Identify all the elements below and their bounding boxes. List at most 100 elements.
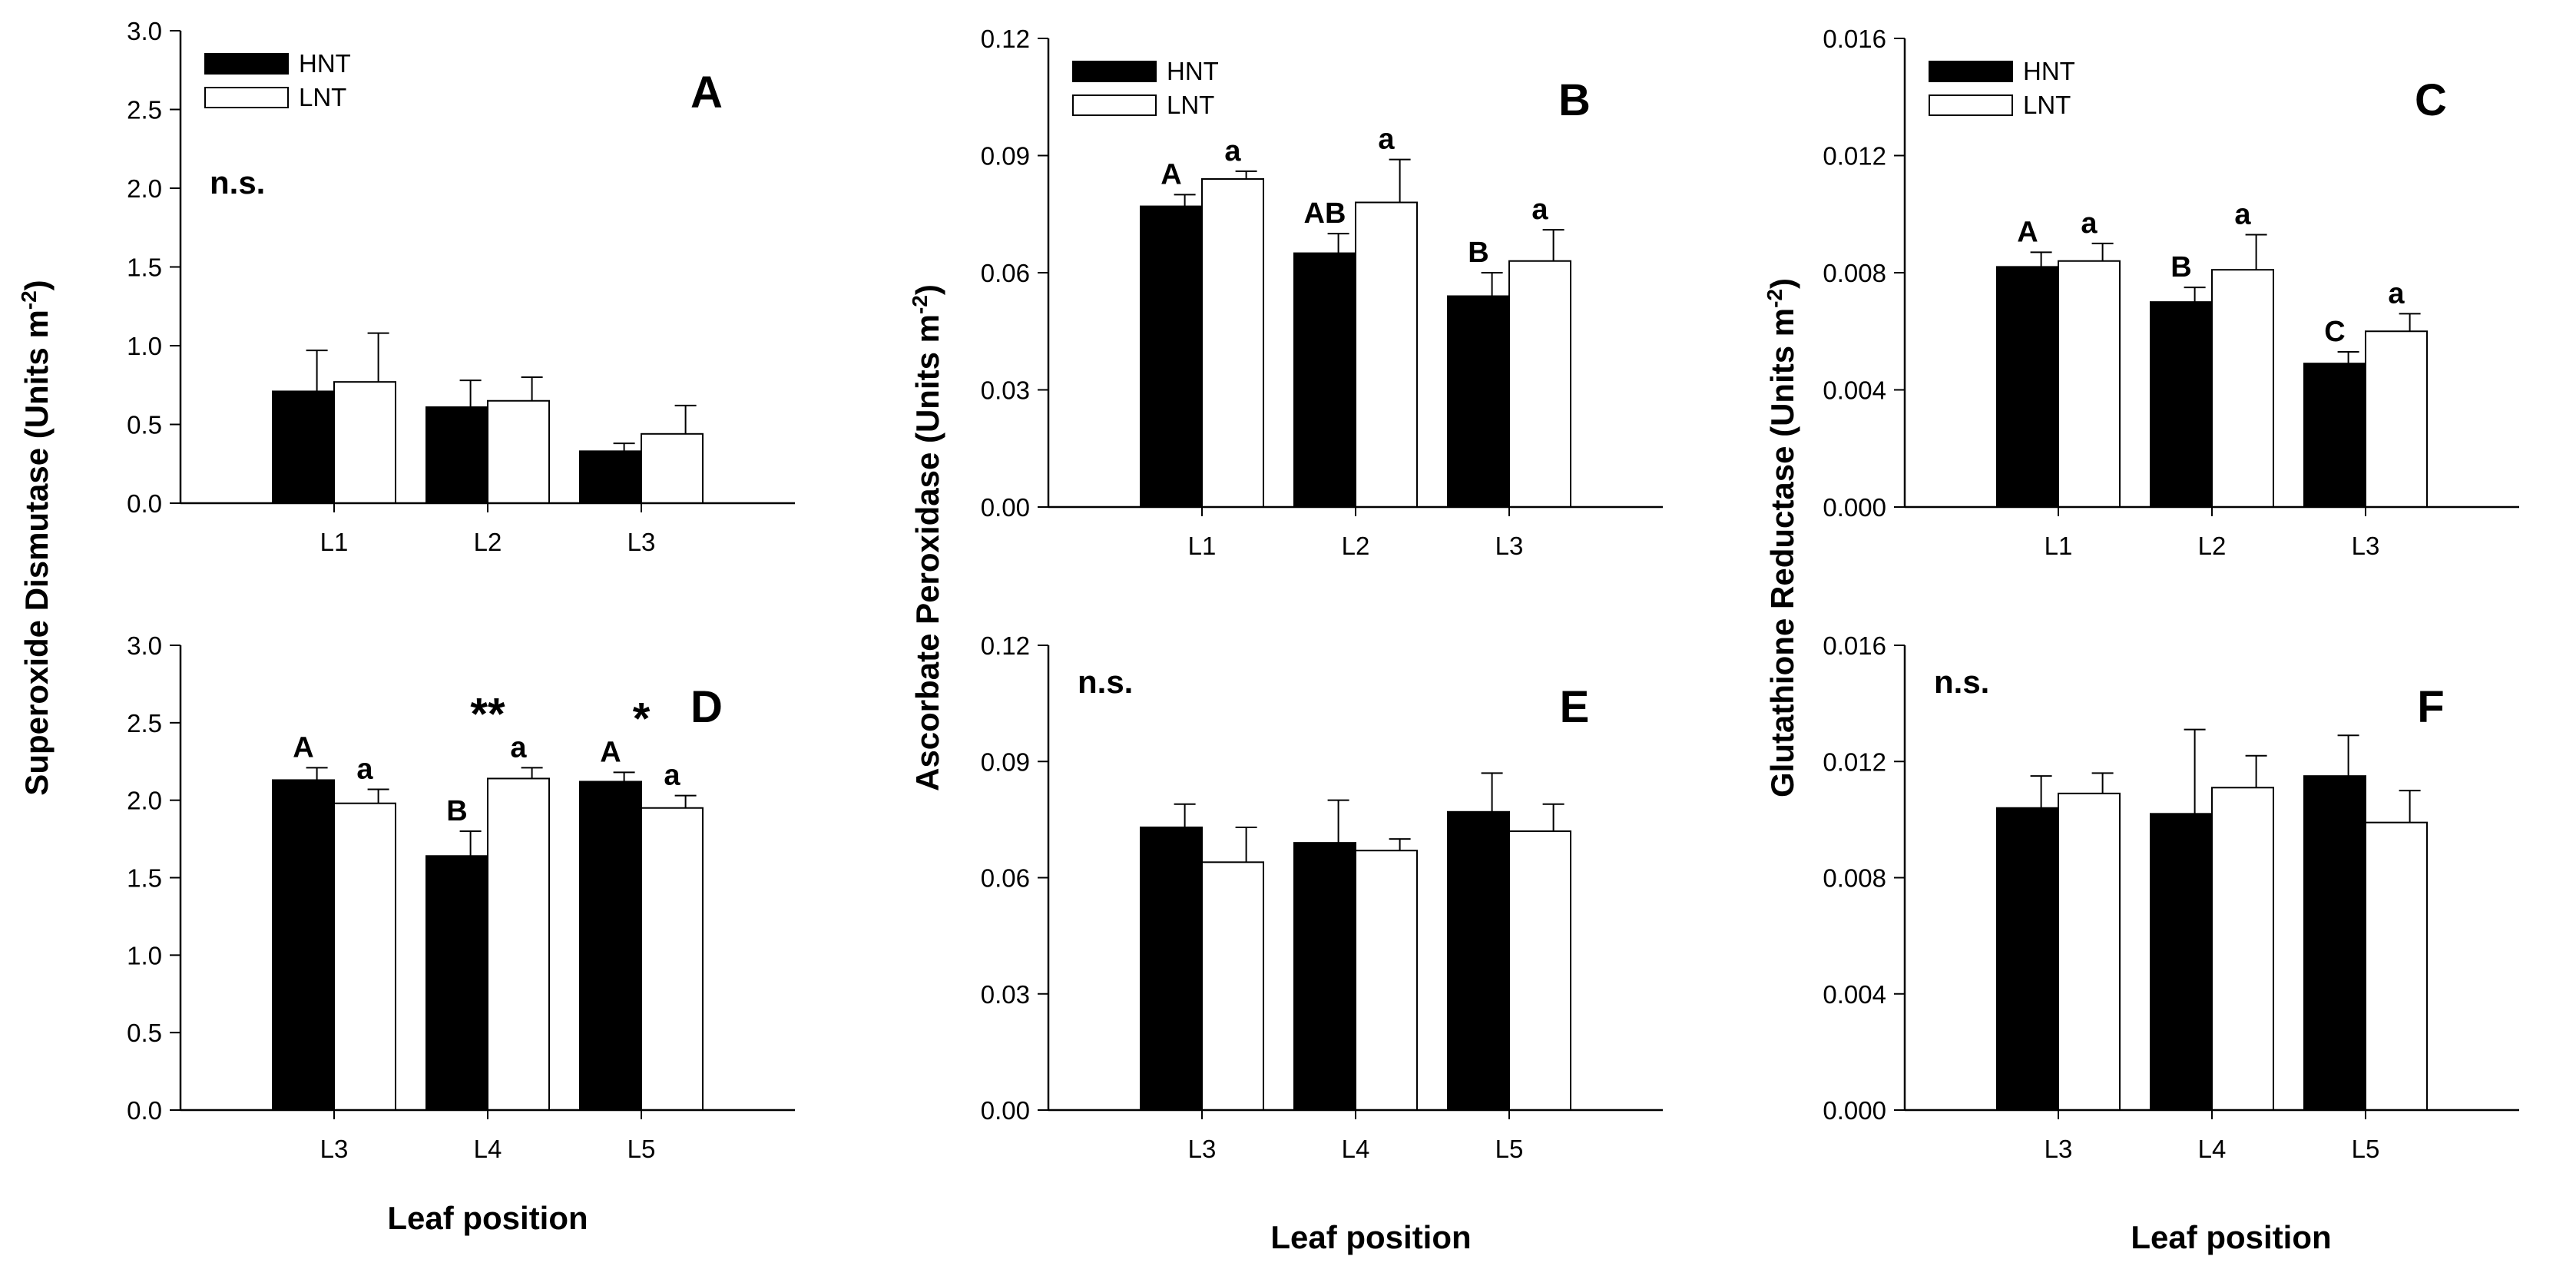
bar-lnt-l3 <box>2058 792 2121 1111</box>
x-tick-label-l5: L5 <box>627 1135 656 1163</box>
y-tick-label: 0.12 <box>981 631 1030 660</box>
bar-lnt-l4 <box>1355 850 1418 1112</box>
significance-label-hnt-l2: B <box>2170 251 2191 283</box>
legend-swatch-lnt <box>1929 94 2013 116</box>
bar-lnt-l2 <box>1355 201 1418 508</box>
panel-letter-a: A <box>690 68 723 118</box>
bar-lnt-l2 <box>2211 269 2274 508</box>
legend-label-lnt: LNT <box>2023 91 2071 119</box>
y-tick-label: 0.5 <box>127 411 162 439</box>
not-significant-note: n.s. <box>1078 664 1133 700</box>
significance-label-lnt-l1: a <box>1224 135 1241 167</box>
bar-lnt-l5 <box>641 807 704 1111</box>
x-tick-label-l3: L3 <box>627 528 656 556</box>
panel-b: Aa L1 AB a L2 Ba L3 0.00 0.03 0.06 0.09 0.12 B HNT LNT <box>981 25 1663 560</box>
x-tick-label-l3: L3 <box>1495 532 1524 560</box>
not-significant-note: n.s. <box>1934 664 1989 700</box>
significance-label-lnt-l3: a <box>356 754 373 786</box>
x-tick-label-l5: L5 <box>1495 1135 1524 1163</box>
y-tick-label: 0.09 <box>981 747 1030 776</box>
legend-swatch-lnt <box>204 87 289 108</box>
bar-lnt-l4 <box>2211 787 2274 1111</box>
y-tick-label: 0.012 <box>1823 747 1886 776</box>
significance-stars-l5: * <box>633 694 651 744</box>
x-tick-label-l3: L3 <box>2352 532 2380 560</box>
bar-lnt-l1 <box>1201 178 1264 508</box>
significance-label-lnt-l2: a <box>1378 124 1395 156</box>
y-tick-label: 1.0 <box>127 941 162 969</box>
bar-hnt-l3 <box>2303 363 2366 508</box>
significance-label-hnt-l3: A <box>293 731 313 764</box>
significance-label-lnt-l2: a <box>2234 198 2251 230</box>
y-tick-label: 2.0 <box>127 174 162 203</box>
significance-label-hnt-l2: AB <box>1304 197 1346 230</box>
x-tick-label-l2: L2 <box>1342 532 1370 560</box>
y-axis-label-apx: Ascorbate Peroxidase (Units m-2) <box>908 284 946 791</box>
bar-lnt-l1 <box>2058 260 2121 508</box>
y-tick-label: 2.0 <box>127 787 162 815</box>
significance-label-lnt-l3: a <box>1531 194 1548 226</box>
bar-hnt-l3 <box>1447 295 1510 508</box>
bar-hnt-l4 <box>1293 842 1356 1111</box>
significance-label-hnt-l3: B <box>1468 237 1488 269</box>
y-tick-label: 0.016 <box>1823 631 1886 660</box>
legend-label-hnt: HNT <box>299 49 351 78</box>
bar-hnt-l1 <box>272 390 335 505</box>
x-tick-label-l1: L1 <box>320 528 349 556</box>
bar-lnt-l5 <box>2365 821 2428 1111</box>
panel-letter-c: C <box>2415 75 2447 125</box>
y-tick-label: 3.0 <box>127 631 162 660</box>
x-tick-label-l3: L3 <box>2045 1135 2073 1163</box>
bar-hnt-l2 <box>425 406 488 505</box>
significance-label-hnt-l3: C <box>2324 316 2345 348</box>
y-tick-label: 0.008 <box>1823 259 1886 287</box>
panels: L1 L2 L30.00.51.01.52.02.53.0An.s.HNTLNTAa… <box>127 17 2519 1163</box>
significance-label-lnt-l3: a <box>2388 277 2405 310</box>
significance-label-lnt-l1: a <box>2081 207 2098 240</box>
bar-hnt-l5 <box>1447 810 1510 1111</box>
bar-hnt-l3 <box>1996 807 2059 1111</box>
y-tick-label: 0.06 <box>981 259 1030 287</box>
significance-label-lnt-l4: a <box>510 731 527 764</box>
y-tick-label: 0.5 <box>127 1019 162 1047</box>
y-tick-label: 0.000 <box>1823 1096 1886 1125</box>
x-tick-label-l2: L2 <box>2198 532 2227 560</box>
x-axis-label-col2: Leaf position <box>1270 1219 1471 1255</box>
bar-hnt-l5 <box>2303 775 2366 1111</box>
bar-hnt-l3 <box>272 779 335 1111</box>
panel-a: L1 L2 L3 0.0 0.5 1.0 1.5 2.0 2.5 3.0 An.s. HNT LNT <box>127 17 795 556</box>
bar-hnt-l1 <box>1140 205 1203 508</box>
significance-label-hnt-l1: A <box>1161 158 1181 191</box>
bar-lnt-l3 <box>1508 260 1571 508</box>
x-tick-label-l1: L1 <box>2045 532 2073 560</box>
y-tick-label: 2.5 <box>127 96 162 124</box>
y-tick-label: 0.008 <box>1823 864 1886 893</box>
x-tick-label-l5: L5 <box>2352 1135 2380 1163</box>
bar-lnt-l3 <box>1201 861 1264 1112</box>
legend-label-hnt: HNT <box>2023 57 2075 85</box>
bar-hnt-l4 <box>2150 813 2213 1111</box>
y-tick-label: 1.0 <box>127 332 162 360</box>
panel-e: L3 L4 L5 0.00 0.03 0.06 0.09 0.12 En.s. <box>981 631 1663 1163</box>
y-tick-label: 0.00 <box>981 493 1030 522</box>
x-tick-label-l4: L4 <box>474 1135 502 1163</box>
y-tick-label: 0.00 <box>981 1096 1030 1125</box>
y-tick-label: 0.12 <box>981 25 1030 53</box>
bar-hnt-l4 <box>425 855 488 1112</box>
bar-lnt-l3 <box>641 433 704 504</box>
y-tick-label: 0.09 <box>981 142 1030 171</box>
bar-lnt-l5 <box>1508 830 1571 1111</box>
panel-f: L3 L4 L5 0.000 0.004 0.008 0.012 0.016 Fn.s. <box>1823 631 2519 1163</box>
y-axis-label-sod: Superoxide Dismutase (Units m-2) <box>17 280 55 795</box>
y-tick-label: 0.0 <box>127 1096 162 1125</box>
panel-letter-f: F <box>2417 682 2444 732</box>
x-axis-label-col1: Leaf position <box>387 1200 588 1236</box>
x-tick-label-l4: L4 <box>2198 1135 2227 1163</box>
legend-label-lnt: LNT <box>299 83 346 111</box>
y-tick-label: 0.06 <box>981 864 1030 893</box>
bar-hnt-l5 <box>579 781 642 1111</box>
y-tick-label: 0.0 <box>127 489 162 518</box>
